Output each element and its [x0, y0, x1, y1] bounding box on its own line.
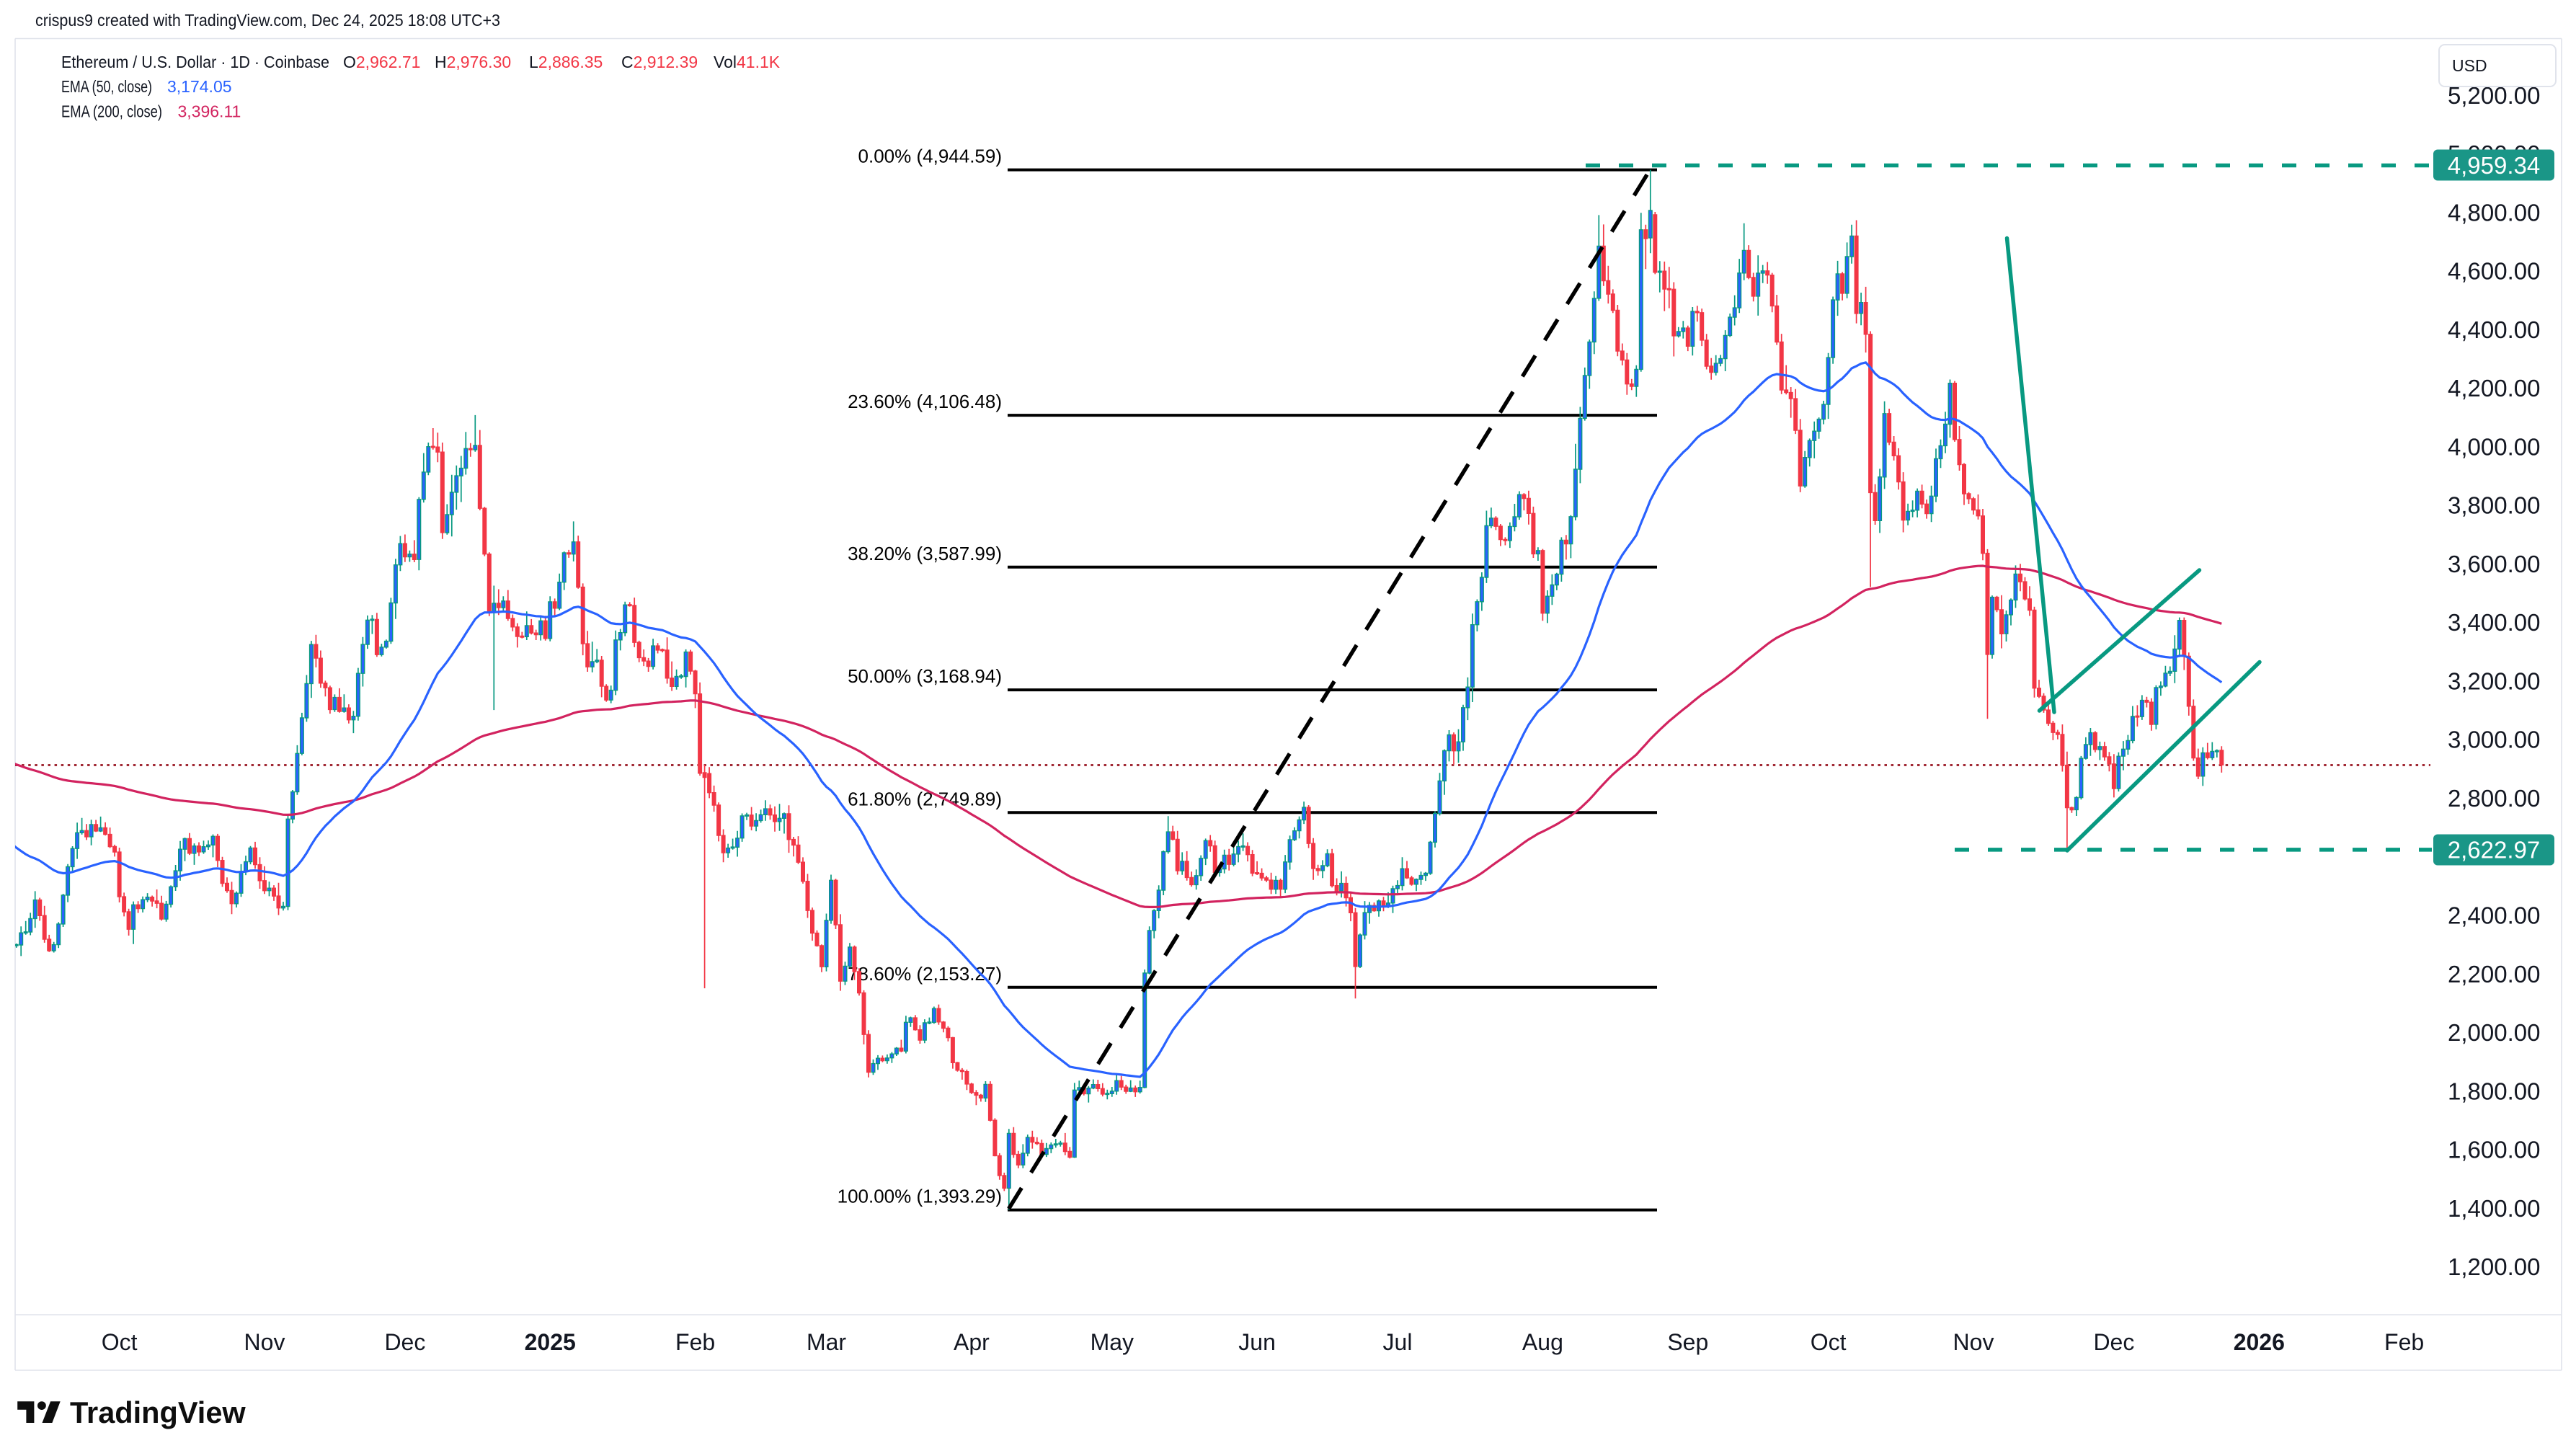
- svg-text:4,200.00: 4,200.00: [2448, 375, 2540, 401]
- svg-text:Nov: Nov: [244, 1329, 285, 1355]
- svg-text:0.00% (4,944.59): 0.00% (4,944.59): [858, 146, 1002, 167]
- svg-text:2,200.00: 2,200.00: [2448, 961, 2540, 987]
- svg-text:2,800.00: 2,800.00: [2448, 785, 2540, 812]
- svg-text:Jul: Jul: [1383, 1329, 1413, 1355]
- svg-text:2,000.00: 2,000.00: [2448, 1019, 2540, 1046]
- svg-text:Sep: Sep: [1667, 1329, 1708, 1355]
- svg-text:L2,886.35: L2,886.35: [529, 53, 603, 71]
- svg-text:C2,912.39: C2,912.39: [621, 53, 698, 71]
- svg-text:1,400.00: 1,400.00: [2448, 1195, 2540, 1222]
- svg-text:Aug: Aug: [1522, 1329, 1563, 1355]
- svg-text:4,600.00: 4,600.00: [2448, 258, 2540, 285]
- svg-text:USD: USD: [2452, 56, 2487, 75]
- svg-text:3,174.05: 3,174.05: [167, 77, 232, 96]
- svg-text:3,396.11: 3,396.11: [178, 102, 241, 121]
- svg-text:Ethereum / U.S. Dollar · 1D ·: Ethereum / U.S. Dollar · 1D · Coinbase: [61, 53, 329, 71]
- svg-text:2025: 2025: [525, 1329, 576, 1355]
- svg-text:Nov: Nov: [1953, 1329, 1994, 1355]
- svg-text:3,600.00: 3,600.00: [2448, 551, 2540, 577]
- svg-text:1,600.00: 1,600.00: [2448, 1137, 2540, 1163]
- svg-text:2026: 2026: [2234, 1329, 2285, 1355]
- svg-text:Feb: Feb: [675, 1329, 715, 1355]
- svg-text:Oct: Oct: [102, 1329, 138, 1355]
- svg-text:EMA (200, close): EMA (200, close): [61, 102, 162, 121]
- svg-text:H2,976.30: H2,976.30: [435, 53, 511, 71]
- svg-text:50.00% (3,168.94): 50.00% (3,168.94): [848, 665, 1002, 687]
- svg-text:Mar: Mar: [807, 1329, 846, 1355]
- svg-text:3,400.00: 3,400.00: [2448, 609, 2540, 636]
- svg-text:78.60% (2,153.27): 78.60% (2,153.27): [848, 963, 1002, 985]
- svg-text:Dec: Dec: [2093, 1329, 2134, 1355]
- svg-text:100.00% (1,393.29): 100.00% (1,393.29): [838, 1186, 1002, 1207]
- svg-text:4,959.34: 4,959.34: [2448, 152, 2540, 179]
- svg-text:TradingView: TradingView: [70, 1395, 246, 1429]
- svg-text:2,400.00: 2,400.00: [2448, 902, 2540, 929]
- svg-text:4,800.00: 4,800.00: [2448, 199, 2540, 226]
- svg-text:Vol41.1K: Vol41.1K: [714, 53, 781, 71]
- svg-text:Oct: Oct: [1811, 1329, 1847, 1355]
- svg-text:38.20% (3,587.99): 38.20% (3,587.99): [848, 543, 1002, 564]
- svg-text:3,800.00: 3,800.00: [2448, 492, 2540, 519]
- svg-text:23.60% (4,106.48): 23.60% (4,106.48): [848, 391, 1002, 412]
- svg-text:Apr: Apr: [954, 1329, 990, 1355]
- svg-text:May: May: [1091, 1329, 1134, 1355]
- svg-text:crispus9 created with TradingV: crispus9 created with TradingView.com, D…: [35, 11, 500, 30]
- svg-text:3,200.00: 3,200.00: [2448, 667, 2540, 694]
- svg-text:Feb: Feb: [2384, 1329, 2424, 1355]
- svg-text:1,800.00: 1,800.00: [2448, 1078, 2540, 1104]
- svg-text:61.80% (2,749.89): 61.80% (2,749.89): [848, 788, 1002, 809]
- svg-text:O2,962.71: O2,962.71: [343, 53, 420, 71]
- svg-text:4,000.00: 4,000.00: [2448, 433, 2540, 460]
- svg-text:EMA (50, close): EMA (50, close): [61, 77, 152, 96]
- svg-text:Jun: Jun: [1238, 1329, 1276, 1355]
- svg-text:3,000.00: 3,000.00: [2448, 727, 2540, 753]
- svg-text:Dec: Dec: [384, 1329, 425, 1355]
- svg-text:1,200.00: 1,200.00: [2448, 1253, 2540, 1280]
- svg-text:4,400.00: 4,400.00: [2448, 316, 2540, 343]
- svg-text:2,622.97: 2,622.97: [2448, 837, 2540, 864]
